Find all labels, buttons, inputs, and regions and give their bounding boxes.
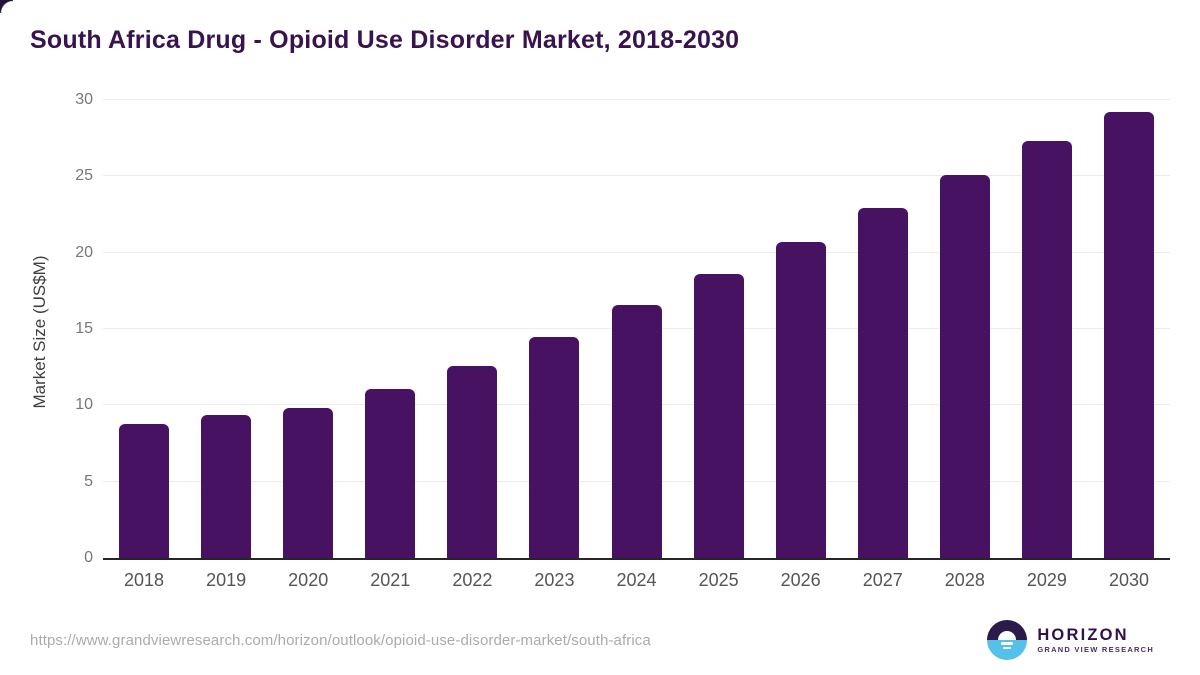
y-tick-label-10: 10 [75,396,93,414]
horizon-logo: HORIZON GRAND VIEW RESEARCH [987,620,1154,660]
bar-slot-2020 [267,100,349,558]
y-tick-label-30: 30 [75,91,93,108]
logo-text: HORIZON GRAND VIEW RESEARCH [1037,625,1154,654]
y-tick-label-20: 20 [75,243,93,261]
bar-2025 [693,274,744,558]
bar-2024 [611,304,662,558]
x-label-2018: 2018 [124,570,165,590]
x-label-2024: 2024 [616,570,657,590]
bar-2021 [365,388,416,558]
x-label-2022: 2022 [452,570,493,590]
ripple-shape [1003,646,1012,649]
y-tick-label-0: 0 [84,549,93,566]
bar-slot-2028 [924,100,1006,558]
gridline-25 [103,175,1170,177]
logo-name: HORIZON [1037,625,1129,644]
logo-subtitle: GRAND VIEW RESEARCH [1037,645,1154,654]
chart-title: South Africa Drug - Opioid Use Disorder … [30,26,740,54]
x-label-2025: 2025 [698,570,739,590]
horizon-sunset-icon [987,620,1028,660]
bar-2026 [775,241,826,558]
bar-slot-2027 [842,100,924,558]
x-label-2023: 2023 [534,570,575,590]
bar-2020 [283,408,334,558]
bar-slot-2029 [1006,100,1088,558]
x-label-2026: 2026 [780,570,821,590]
bar-2027 [857,208,908,558]
y-tick-label-5: 5 [84,472,93,490]
x-axis-labels: 2018 2019 2020 2021 2022 2023 2024 2025 2026 2027… [103,570,1170,591]
x-label-2020: 2020 [288,570,329,590]
gridline-20 [103,251,1170,253]
bars-row [103,100,1170,558]
source-url: https://www.grandviewresearch.com/horizo… [30,632,651,649]
bar-slot-2018 [103,100,185,558]
y-tick-label-15: 15 [75,320,93,337]
bar-2018 [119,423,170,558]
x-label-2021: 2021 [370,570,411,590]
sun-shape [998,631,1017,640]
x-label-2030: 2030 [1108,570,1149,590]
bar-2023 [529,336,580,558]
x-label-2027: 2027 [862,570,903,590]
gridline-30 [103,99,1170,100]
x-label-2019: 2019 [206,570,247,590]
bar-slot-2030 [1088,100,1170,558]
y-axis-tick-labels: 0 5 10 15 20 25 30 [0,92,93,566]
x-label-2029: 2029 [1026,570,1067,590]
bar-2022 [447,365,498,558]
x-label-2028: 2028 [944,570,985,590]
bar-slot-2026 [760,100,842,558]
bar-slot-2025 [678,100,760,558]
bar-2030 [1103,112,1154,558]
ripple-shape [1001,642,1014,645]
bar-slot-2023 [513,100,595,558]
bar-slot-2022 [431,100,513,558]
corner-artifact [0,0,13,13]
y-tick-label-25: 25 [75,167,93,185]
plot-area [103,99,1170,560]
bar-slot-2021 [349,100,431,558]
bar-2029 [1021,141,1072,558]
bar-2019 [201,414,252,558]
bar-slot-2019 [185,100,267,558]
bar-slot-2024 [595,100,677,558]
bar-2028 [939,174,990,558]
